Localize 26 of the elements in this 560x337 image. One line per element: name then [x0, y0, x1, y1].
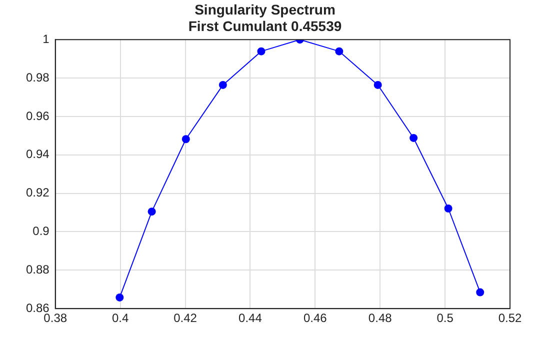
chart-title: Singularity Spectrum — [194, 1, 336, 18]
x-tick-label: 0.44 — [238, 311, 262, 326]
point — [116, 293, 124, 302]
y-tick-label: 0.96 — [26, 108, 50, 123]
y-tick-label: 0.88 — [26, 262, 50, 276]
y-tick-label: 0.94 — [26, 147, 50, 162]
y-tick-label: 1 — [42, 32, 50, 46]
y-tick-label: 0.9 — [32, 224, 50, 238]
point — [335, 47, 344, 56]
x-tick-label: 0.5 — [436, 311, 454, 326]
x-tick-label: 0.46 — [303, 311, 328, 326]
point — [444, 204, 452, 212]
x-tick-label: 0.4 — [112, 311, 129, 326]
x-tick-label: 0.52 — [498, 311, 522, 326]
x-tick-label: 0.48 — [368, 311, 392, 326]
x-tick-label: 0.42 — [174, 311, 198, 326]
chart-subtitle: First Cumulant 0.45539 — [188, 18, 342, 34]
y-tick-label: 0.98 — [26, 70, 50, 84]
point — [476, 288, 484, 296]
point — [182, 135, 190, 144]
y-tick-label: 0.92 — [26, 186, 50, 200]
point — [410, 134, 418, 142]
point — [257, 47, 266, 56]
point — [374, 80, 382, 89]
point — [148, 208, 156, 216]
point — [218, 80, 227, 89]
